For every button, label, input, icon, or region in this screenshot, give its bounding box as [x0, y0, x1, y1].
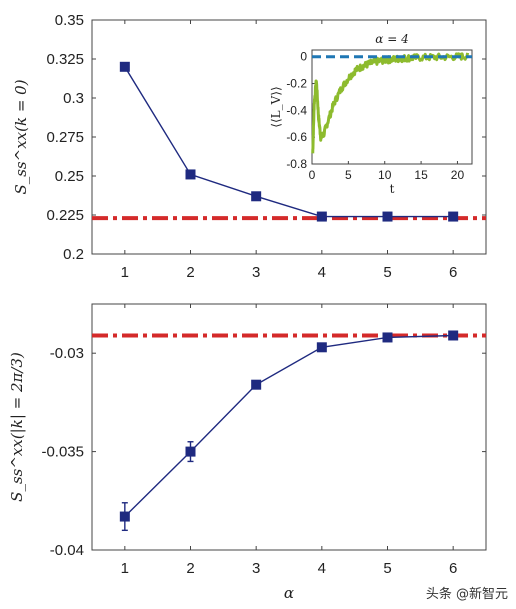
x-tick-label: 2: [186, 560, 194, 577]
x-tick-label: 6: [449, 264, 457, 281]
inset-y-tick-label: -0.2: [286, 77, 307, 91]
data-point: [316, 211, 327, 222]
x-tick-label: 3: [252, 264, 260, 281]
inset-x-tick-label: 15: [414, 168, 428, 182]
data-point: [185, 169, 196, 180]
series-line: [124, 66, 454, 218]
x-tick-label: 4: [318, 264, 326, 281]
y-tick-label: 0.3: [63, 90, 84, 107]
series-line: [124, 334, 454, 518]
x-tick-label: 5: [383, 264, 391, 281]
inset-title: α = 4: [375, 32, 408, 46]
x-axis-label: α: [284, 584, 294, 602]
inset-y-tick-label: -0.8: [286, 157, 307, 171]
data-point: [382, 332, 393, 343]
x-tick-label: 2: [186, 264, 194, 281]
data-point: [119, 511, 130, 522]
data-point: [185, 446, 196, 457]
data-point: [119, 61, 130, 72]
y-axis-label: S_ss^xx(k = 0): [12, 79, 30, 194]
inset-x-tick-label: 20: [451, 168, 465, 182]
y-tick-label: 0.2: [63, 246, 84, 263]
y-tick-label: 0.325: [46, 51, 84, 68]
data-point: [448, 211, 459, 222]
x-tick-label: 4: [318, 560, 326, 577]
x-tick-label: 5: [383, 560, 391, 577]
inset-y-label: ⟨⟨L_V⟩⟩: [269, 86, 283, 127]
bottom-panel: 1 2 3 4 5 6 -0.04 -0.035 -0.03 S_ss^xx(|k| = 2π/3…: [8, 303, 487, 602]
inset-y-tick-label: -0.4: [286, 103, 307, 117]
data-point: [382, 211, 393, 222]
y-tick-label: 0.35: [55, 12, 84, 29]
inset-x-tick-label: 5: [345, 168, 352, 182]
x-tick-label: 6: [449, 560, 457, 577]
x-tick-label: 1: [121, 264, 129, 281]
y-tick-label: -0.03: [50, 345, 84, 362]
data-point: [316, 342, 327, 353]
x-tick-label: 3: [252, 560, 260, 577]
y-tick-label: 0.275: [46, 129, 84, 146]
y-tick-label: 0.225: [46, 207, 84, 224]
y-tick-label: -0.04: [50, 542, 84, 559]
inset-panel: 0 5 10 15 20 0 -0.2 -0.4 -0.6 -0.8 α = 4 t ⟨⟨L_V⟩⟩: [269, 32, 473, 196]
inset-x-tick-label: 0: [309, 168, 316, 182]
data-point: [251, 379, 262, 390]
inset-y-tick-label: 0: [300, 50, 307, 64]
data-point: [448, 330, 459, 341]
inset-frame: [311, 49, 473, 165]
watermark-text: 头条 @新智元: [426, 586, 508, 602]
inset-x-label: t: [390, 182, 395, 196]
x-tick-label: 1: [121, 560, 129, 577]
data-point: [251, 191, 262, 202]
y-tick-label: -0.035: [41, 444, 84, 461]
y-axis-label: S_ss^xx(|k| = 2π/3): [8, 352, 26, 502]
inset-x-tick-label: 10: [378, 168, 392, 182]
y-tick-label: 0.25: [55, 168, 84, 185]
plot-frame: [91, 303, 487, 551]
inset-y-tick-label: -0.6: [286, 130, 307, 144]
